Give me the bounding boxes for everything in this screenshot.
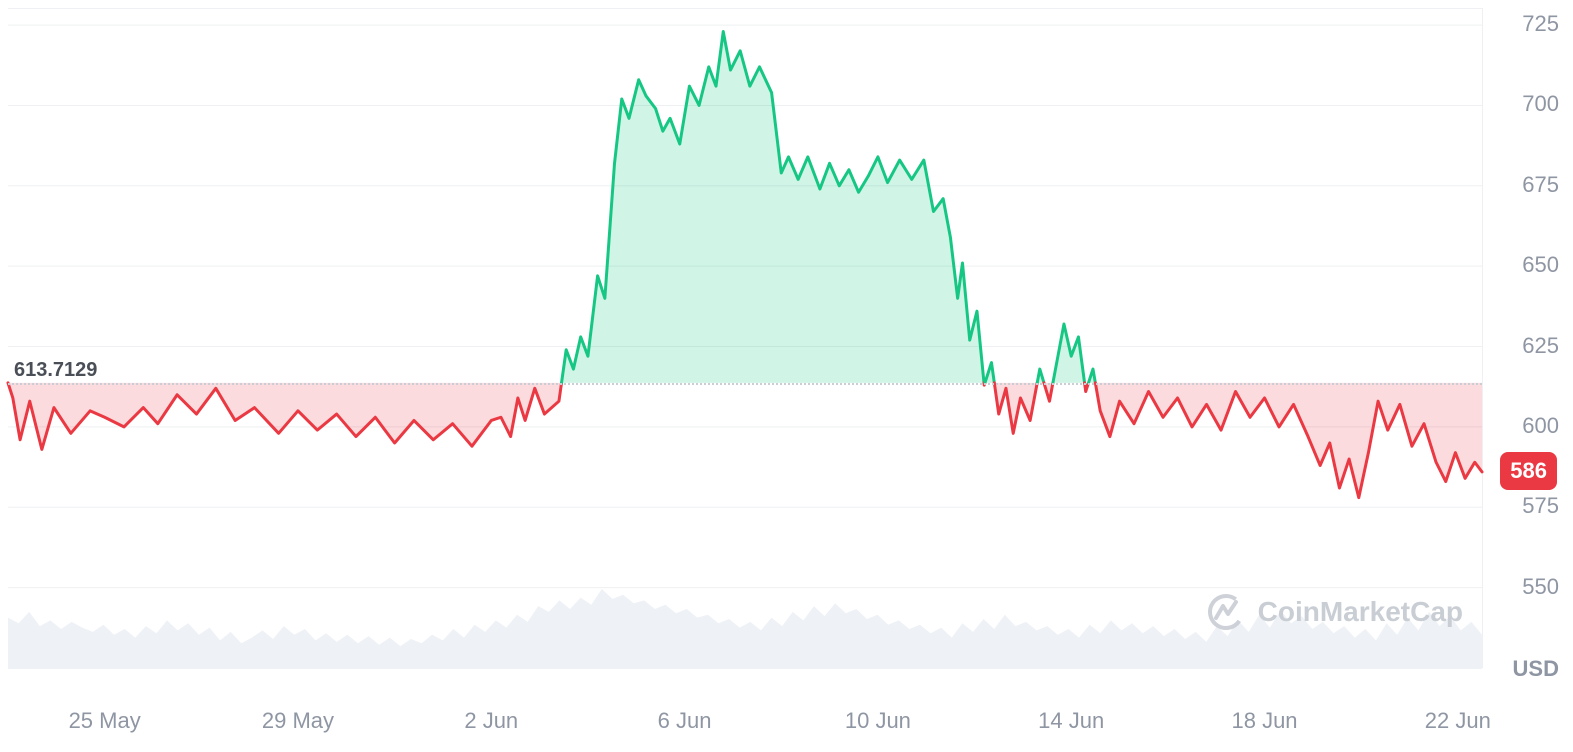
y-axis-tick: 600 [1522,413,1559,439]
plot-area[interactable]: 613.7129 [8,8,1483,668]
start-value-label: 613.7129 [12,359,99,382]
x-axis-tick: 25 May [69,708,141,734]
baseline-dotted [8,383,1482,385]
price-line-layer [8,9,1482,668]
x-axis-tick: 22 Jun [1425,708,1491,734]
currency-label: USD [1513,656,1559,682]
y-axis-tick: 575 [1522,493,1559,519]
x-axis-tick: 14 Jun [1038,708,1104,734]
x-axis-tick: 29 May [262,708,334,734]
current-price-badge: 586 [1500,452,1557,490]
y-axis-tick: 675 [1522,172,1559,198]
x-axis-tick: 2 Jun [464,708,518,734]
x-axis-tick: 18 Jun [1231,708,1297,734]
y-axis-tick: 550 [1522,574,1559,600]
watermark: CoinMarketCap [1206,592,1463,632]
y-axis-tick: 725 [1522,11,1559,37]
y-axis-tick: 700 [1522,91,1559,117]
x-axis-tick: 6 Jun [658,708,712,734]
y-axis-tick: 625 [1522,333,1559,359]
coinmarketcap-icon [1206,592,1246,632]
x-axis-tick: 10 Jun [845,708,911,734]
watermark-text: CoinMarketCap [1258,596,1463,628]
price-chart[interactable]: 613.7129 586 CoinMarketCap USD 550 575 600… [0,0,1573,752]
y-axis-tick: 650 [1522,252,1559,278]
